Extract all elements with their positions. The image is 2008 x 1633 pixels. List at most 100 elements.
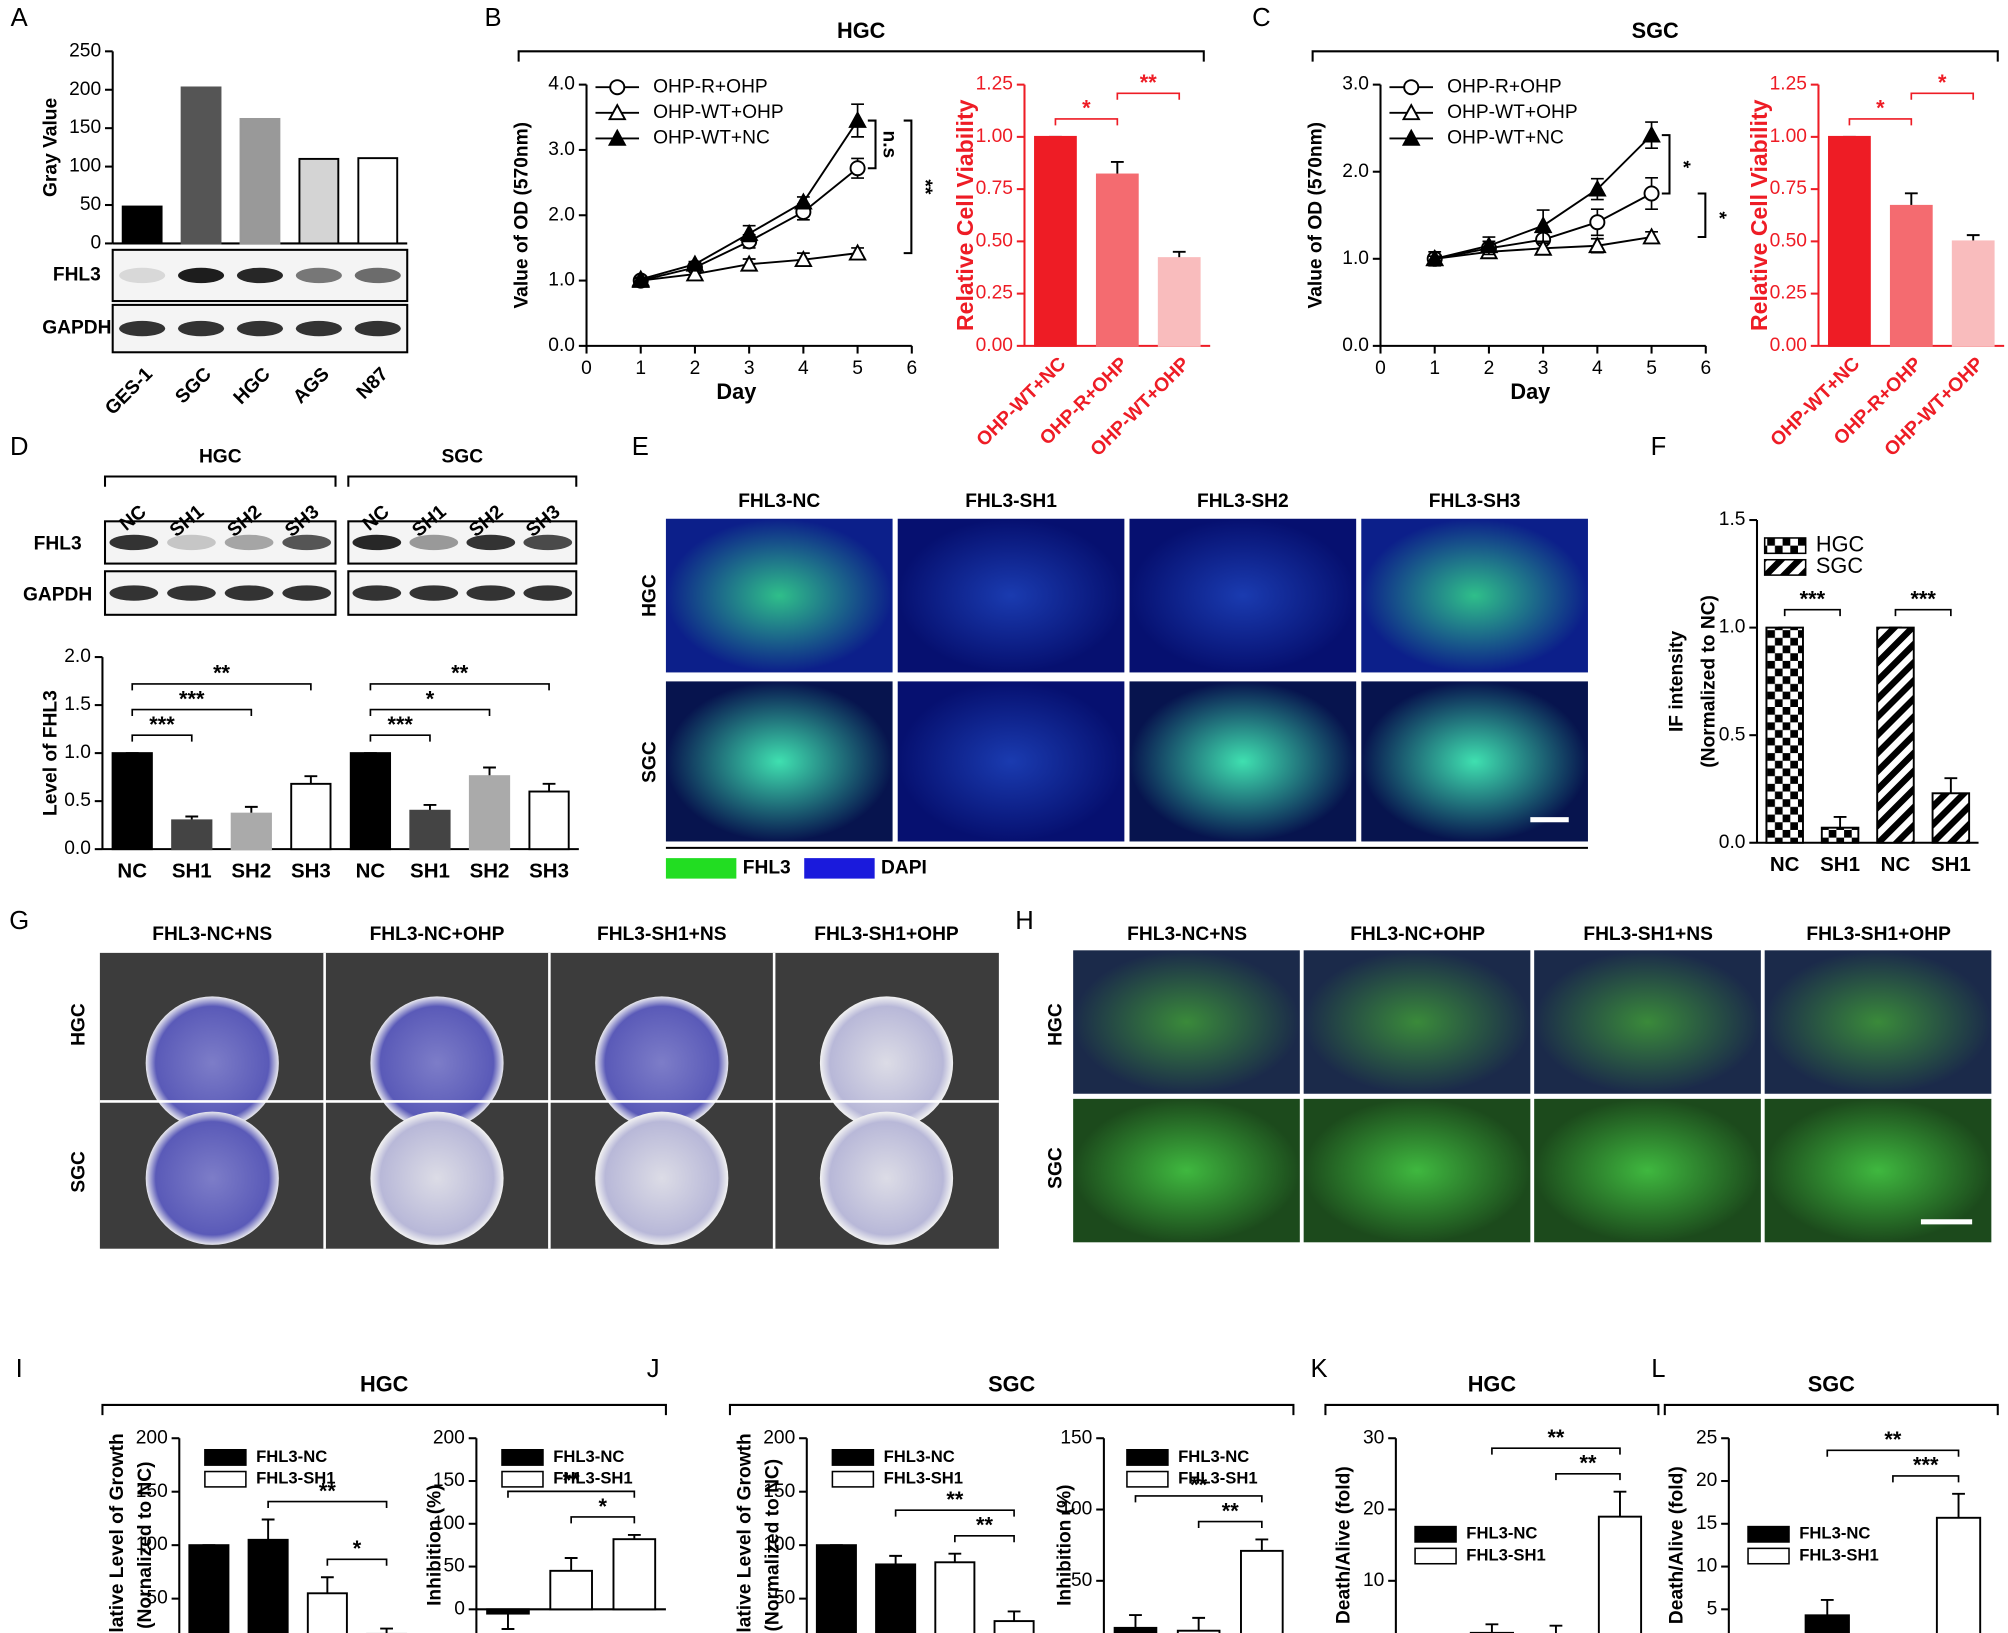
significance-bracket: [131, 734, 193, 742]
data-point: [631, 269, 651, 287]
blot-band: [119, 320, 166, 337]
legend-marker: [609, 79, 626, 96]
legend-swatch: [1414, 1525, 1457, 1543]
figure-title: SGC: [988, 1371, 1035, 1396]
significance-bracket: [267, 1500, 388, 1508]
data-point: [849, 160, 866, 177]
fluorescence-image: [1534, 950, 1761, 1094]
bar: [1828, 135, 1871, 347]
panel-letter: C: [1252, 4, 1271, 32]
error-bar: [501, 1613, 515, 1630]
fluorescence-image: [1129, 681, 1357, 842]
significance-label: **: [563, 1468, 580, 1493]
y-tick-label: 0: [454, 1598, 465, 1619]
legend-label: FHL3-NC: [553, 1447, 624, 1466]
scale-bar: [1920, 1219, 1973, 1225]
error-bar: [1944, 777, 1958, 794]
blot-group-label: SGC: [442, 446, 484, 467]
significance-bracket: [1661, 134, 1671, 195]
significance-bracket: [1054, 118, 1119, 126]
blot-band: [466, 534, 516, 551]
column-header: FHL3-NC: [738, 491, 820, 512]
blot-band: [352, 585, 402, 601]
x-tick-label: 5: [852, 358, 863, 379]
legend-marker: [607, 128, 627, 146]
blot-band: [178, 320, 225, 337]
y-tick-label: 100: [1060, 1499, 1092, 1520]
data-point: [739, 223, 759, 241]
error-bar: [1485, 1623, 1499, 1633]
bar: [188, 1544, 230, 1633]
blot-band: [224, 534, 274, 551]
significance-label: **: [1190, 1473, 1207, 1498]
significance-label: *: [1082, 96, 1091, 121]
bar: [1820, 826, 1860, 844]
error-bar: [261, 1518, 275, 1540]
significance-bracket: [131, 683, 312, 691]
legend-label: FHL3-NC: [1466, 1524, 1537, 1543]
y-tick-label: 200: [136, 1427, 168, 1448]
blot-band: [109, 534, 159, 551]
y-tick-label: 0.0: [64, 838, 91, 859]
fluorescence-image: [665, 681, 893, 842]
y-axis-label: Value of OD (570nm): [512, 122, 533, 309]
legend-swatch: [204, 1470, 247, 1488]
y-tick-label: 3.0: [1342, 74, 1369, 95]
legend-label: OHP-WT+NC: [1447, 127, 1564, 148]
blot-row-label: GAPDH: [42, 318, 111, 339]
y-tick-label: 50: [774, 1588, 795, 1609]
error-bar: [320, 1576, 334, 1594]
significance-bracket: [1910, 92, 1975, 100]
fluorescence-image: [1534, 1098, 1761, 1243]
significance-label: **: [1579, 1451, 1596, 1476]
x-tick-label: SH1: [172, 860, 212, 883]
significance-bracket: [1116, 92, 1181, 100]
significance-label: **: [1547, 1425, 1564, 1450]
blot-band: [167, 585, 216, 601]
legend-label: FHL3-SH1: [553, 1469, 632, 1488]
x-tick-label: 0: [581, 358, 592, 379]
y-tick-label: 0.00: [1770, 335, 1807, 356]
fluorescence-image: [1073, 1098, 1300, 1243]
y-tick-label: 2.0: [64, 646, 91, 667]
y-axis-label: Relative Cell Viability: [952, 99, 978, 331]
plate-image: [370, 1111, 504, 1245]
y-tick-label: 200: [763, 1427, 795, 1448]
significance-bracket: [570, 1516, 636, 1524]
y-tick-label: 150: [433, 1470, 465, 1491]
significance-bracket: [1555, 1472, 1621, 1481]
x-tick-label: NC: [1770, 853, 1800, 876]
legend-marker: [1401, 103, 1421, 121]
fluorescence-image: [1361, 681, 1588, 842]
bar: [468, 775, 511, 851]
fluorescence-image: [1361, 518, 1588, 673]
x-tick-label: SH3: [291, 860, 331, 883]
data-point: [794, 249, 813, 268]
y-axis-label: Relative Level of Growth: [734, 1433, 755, 1633]
data-point: [1533, 216, 1553, 234]
significance-label: **: [451, 661, 468, 686]
significance-label: ***: [1800, 586, 1826, 611]
legend-swatch: [665, 858, 737, 879]
bar: [1095, 173, 1139, 347]
legend-swatch: [1747, 1547, 1790, 1565]
legend-label: OHP-WT+OHP: [653, 102, 784, 123]
x-tick-label: SH1: [410, 860, 450, 883]
error-bar: [380, 1627, 393, 1633]
row-label: SGC: [640, 741, 661, 783]
y-tick-label: 3.0: [548, 139, 575, 160]
y-tick-label: 10: [1696, 1556, 1717, 1577]
legend-swatch: [831, 1470, 875, 1488]
legend-marker: [607, 103, 627, 121]
y-tick-label: 150: [136, 1481, 168, 1502]
figure-title: SGC: [1808, 1371, 1855, 1396]
y-tick-label: 0.25: [1770, 283, 1807, 304]
legend-label: OHP-R+OHP: [1447, 76, 1562, 97]
legend-label: FHL3: [743, 857, 791, 878]
fluorescence-image: [1129, 518, 1357, 673]
bar: [528, 790, 570, 851]
y-axis-label: (Normalized to NC): [763, 1459, 784, 1632]
bar: [612, 1538, 657, 1611]
y-tick-label: 0.5: [64, 790, 91, 811]
legend-label: FHL3-NC: [1799, 1524, 1870, 1543]
